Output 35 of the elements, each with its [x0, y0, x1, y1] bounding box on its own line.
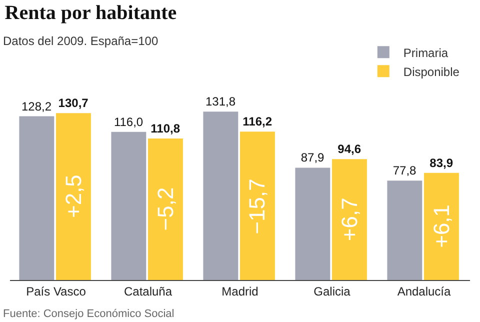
bar: [424, 172, 459, 280]
annotation: −5,2: [153, 187, 178, 231]
data-label: 116,0: [114, 114, 144, 129]
data-label: 116,2: [242, 114, 272, 129]
annotation: +6,7: [336, 198, 362, 242]
x-tick-label: Madrid: [222, 284, 258, 298]
annotation: −15,7: [244, 178, 270, 234]
x-tick-label: Andalucía: [397, 284, 452, 298]
bar: [19, 116, 54, 280]
legend-label: Primaria: [403, 46, 448, 60]
data-label: 94,6: [338, 142, 362, 156]
data-label: 83,9: [430, 156, 454, 170]
data-label: 128,2: [22, 99, 52, 114]
legend-label: Disponible: [403, 64, 460, 79]
bar: [332, 159, 367, 280]
bar: [295, 168, 330, 280]
x-tick-label: Cataluña: [124, 284, 172, 298]
annotation: +2,5: [60, 174, 86, 218]
bar: [240, 132, 275, 280]
bar: [56, 113, 91, 280]
bar: [111, 132, 146, 280]
chart-title: Renta por habitante: [4, 2, 177, 24]
x-tick-label: País Vasco: [26, 284, 86, 298]
data-label: 130,7: [58, 96, 89, 110]
data-label: 77,8: [392, 164, 417, 178]
source-note: Fuente: Consejo Económico Social: [3, 308, 174, 320]
data-label: 131,8: [206, 94, 236, 109]
chart-subtitle: Datos del 2009. España=100: [3, 34, 158, 48]
bar: [148, 138, 183, 280]
annotation: +6,1: [429, 204, 454, 248]
x-tick-label: Galicia: [314, 284, 351, 298]
bar: [387, 180, 422, 280]
data-label: 87,9: [300, 150, 325, 165]
bar: [203, 112, 238, 280]
data-label: 110,8: [150, 121, 180, 136]
